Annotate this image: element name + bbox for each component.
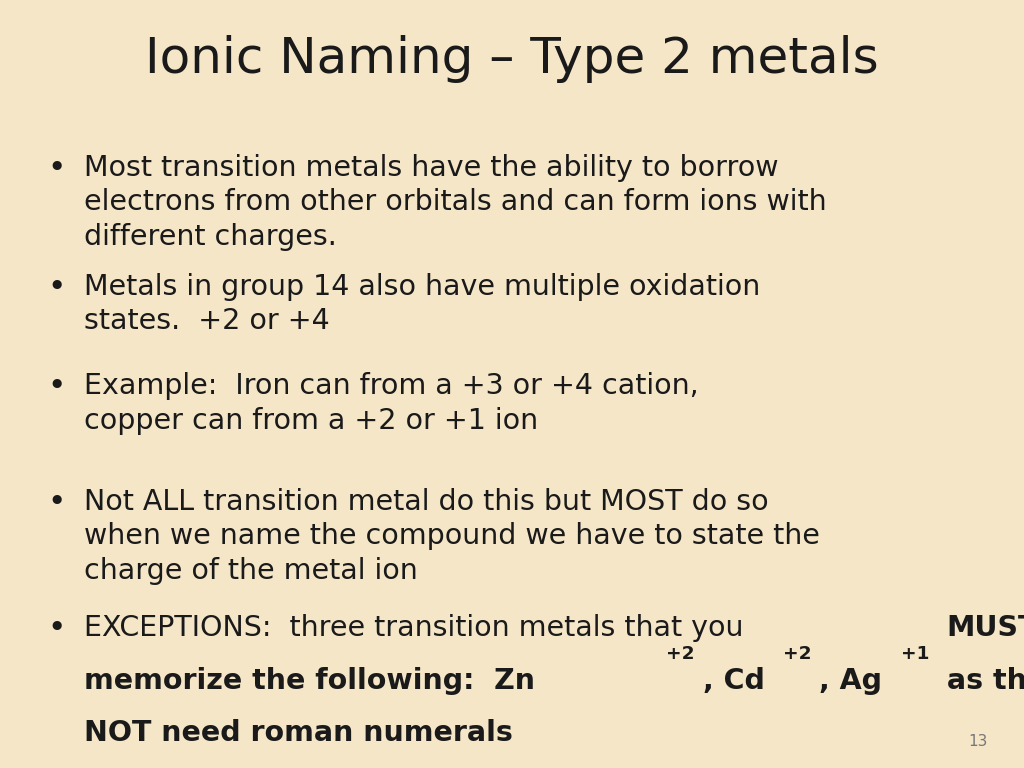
Text: Example:  Iron can from a +3 or +4 cation,
copper can from a +2 or +1 ion: Example: Iron can from a +3 or +4 cation… (84, 372, 698, 435)
Text: •: • (47, 154, 66, 183)
Text: •: • (47, 273, 66, 302)
Text: Most transition metals have the ability to borrow
electrons from other orbitals : Most transition metals have the ability … (84, 154, 826, 251)
Text: , Cd: , Cd (702, 667, 765, 694)
Text: Metals in group 14 also have multiple oxidation
states.  +2 or +4: Metals in group 14 also have multiple ox… (84, 273, 760, 336)
Text: •: • (47, 488, 66, 517)
Text: +1: +1 (900, 645, 929, 663)
Text: •: • (47, 614, 66, 644)
Text: +2: +2 (666, 645, 694, 663)
Text: Ionic Naming – Type 2 metals: Ionic Naming – Type 2 metals (145, 35, 879, 83)
Text: 13: 13 (969, 733, 988, 749)
Text: +2: +2 (782, 645, 811, 663)
Text: , Ag: , Ag (819, 667, 883, 694)
Text: NOT need roman numerals: NOT need roman numerals (84, 719, 513, 746)
Text: memorize the following:  Zn: memorize the following: Zn (84, 667, 535, 694)
Text: Not ALL transition metal do this but MOST do so
when we name the compound we hav: Not ALL transition metal do this but MOS… (84, 488, 820, 585)
Text: •: • (47, 372, 66, 402)
Text: MUST: MUST (946, 614, 1024, 642)
Text: EXCEPTIONS:  three transition metals that you: EXCEPTIONS: three transition metals that… (84, 614, 753, 642)
Text: as they do: as they do (937, 667, 1024, 694)
